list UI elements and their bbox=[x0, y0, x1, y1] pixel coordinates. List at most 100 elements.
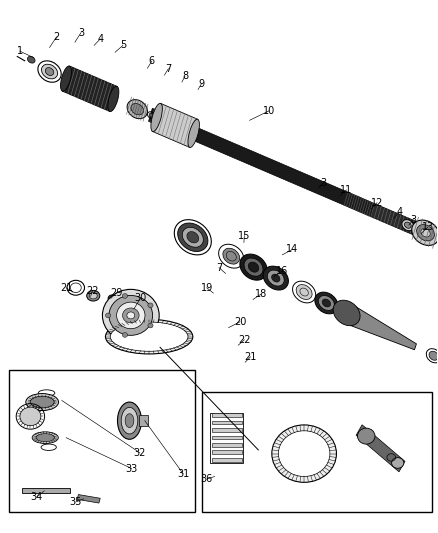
Ellipse shape bbox=[187, 232, 199, 243]
Polygon shape bbox=[371, 204, 432, 241]
Text: 15: 15 bbox=[238, 231, 251, 241]
Polygon shape bbox=[62, 66, 117, 111]
Text: 21: 21 bbox=[244, 352, 257, 362]
Ellipse shape bbox=[272, 274, 280, 282]
Text: 6: 6 bbox=[148, 56, 155, 66]
Ellipse shape bbox=[20, 407, 41, 426]
Polygon shape bbox=[148, 108, 374, 217]
Ellipse shape bbox=[117, 302, 145, 329]
Ellipse shape bbox=[149, 113, 153, 117]
Text: 7: 7 bbox=[165, 64, 172, 74]
Ellipse shape bbox=[36, 434, 54, 442]
Text: 36: 36 bbox=[201, 474, 213, 484]
Bar bbox=[212, 443, 242, 447]
Ellipse shape bbox=[357, 428, 375, 444]
Ellipse shape bbox=[178, 223, 208, 252]
Ellipse shape bbox=[42, 64, 57, 79]
Text: 1: 1 bbox=[17, 46, 23, 56]
Ellipse shape bbox=[109, 295, 152, 335]
Ellipse shape bbox=[121, 407, 138, 434]
Text: 29: 29 bbox=[110, 288, 123, 298]
Ellipse shape bbox=[28, 56, 35, 63]
Polygon shape bbox=[343, 303, 417, 350]
Polygon shape bbox=[77, 495, 100, 503]
Bar bbox=[210, 413, 243, 463]
Ellipse shape bbox=[182, 227, 203, 247]
Ellipse shape bbox=[123, 308, 139, 323]
Text: 30: 30 bbox=[134, 293, 147, 303]
Ellipse shape bbox=[45, 68, 54, 76]
Text: 3: 3 bbox=[321, 177, 327, 188]
Ellipse shape bbox=[151, 103, 162, 132]
Bar bbox=[9, 369, 195, 512]
Bar bbox=[139, 415, 148, 426]
Ellipse shape bbox=[322, 299, 331, 307]
Text: 18: 18 bbox=[255, 289, 267, 299]
Bar bbox=[212, 428, 242, 432]
Ellipse shape bbox=[131, 103, 144, 115]
Text: 14: 14 bbox=[286, 245, 298, 254]
Ellipse shape bbox=[102, 289, 159, 342]
Ellipse shape bbox=[244, 258, 263, 276]
Ellipse shape bbox=[315, 292, 338, 314]
Bar bbox=[212, 413, 242, 417]
Text: 31: 31 bbox=[177, 469, 189, 479]
Ellipse shape bbox=[108, 295, 116, 302]
Bar bbox=[21, 488, 70, 493]
Ellipse shape bbox=[240, 254, 267, 280]
Ellipse shape bbox=[429, 351, 438, 360]
Text: 4: 4 bbox=[97, 34, 103, 44]
Ellipse shape bbox=[432, 235, 437, 239]
Ellipse shape bbox=[26, 393, 59, 410]
Ellipse shape bbox=[32, 432, 58, 443]
Bar bbox=[212, 450, 242, 454]
Ellipse shape bbox=[421, 229, 430, 237]
Text: 34: 34 bbox=[30, 492, 42, 502]
Polygon shape bbox=[152, 103, 198, 148]
Ellipse shape bbox=[110, 322, 188, 351]
Ellipse shape bbox=[87, 290, 100, 301]
Ellipse shape bbox=[267, 270, 284, 286]
Text: 9: 9 bbox=[198, 79, 205, 88]
Ellipse shape bbox=[412, 220, 438, 245]
Text: 35: 35 bbox=[70, 497, 82, 507]
Bar bbox=[212, 435, 242, 439]
Ellipse shape bbox=[122, 294, 127, 298]
Text: 21: 21 bbox=[60, 283, 72, 293]
Ellipse shape bbox=[279, 431, 330, 477]
Ellipse shape bbox=[148, 303, 153, 308]
Ellipse shape bbox=[122, 333, 127, 337]
Ellipse shape bbox=[117, 402, 141, 439]
Text: 20: 20 bbox=[234, 317, 246, 327]
Text: 7: 7 bbox=[216, 263, 222, 272]
Polygon shape bbox=[356, 425, 405, 472]
Text: 16: 16 bbox=[276, 266, 289, 276]
Ellipse shape bbox=[108, 86, 119, 111]
Text: 11: 11 bbox=[340, 185, 353, 195]
Text: 12: 12 bbox=[371, 198, 383, 208]
Text: 4: 4 bbox=[396, 207, 403, 217]
Ellipse shape bbox=[148, 323, 153, 328]
Ellipse shape bbox=[417, 224, 434, 241]
Ellipse shape bbox=[106, 313, 111, 318]
Ellipse shape bbox=[89, 293, 97, 299]
Bar bbox=[212, 421, 242, 424]
Ellipse shape bbox=[272, 425, 336, 482]
Text: 22: 22 bbox=[238, 335, 251, 345]
Ellipse shape bbox=[296, 285, 312, 300]
Ellipse shape bbox=[30, 396, 54, 408]
Ellipse shape bbox=[333, 300, 360, 326]
Ellipse shape bbox=[106, 319, 193, 354]
Text: 3: 3 bbox=[410, 215, 417, 225]
Text: 10: 10 bbox=[263, 106, 276, 116]
Text: 5: 5 bbox=[120, 41, 126, 50]
Ellipse shape bbox=[157, 116, 164, 122]
Text: 32: 32 bbox=[133, 448, 146, 457]
Text: 19: 19 bbox=[201, 283, 213, 293]
Ellipse shape bbox=[402, 220, 414, 231]
Text: 13: 13 bbox=[422, 222, 434, 232]
Text: 8: 8 bbox=[182, 71, 188, 81]
Ellipse shape bbox=[248, 262, 259, 272]
Text: 2: 2 bbox=[53, 32, 60, 42]
Ellipse shape bbox=[65, 77, 71, 82]
